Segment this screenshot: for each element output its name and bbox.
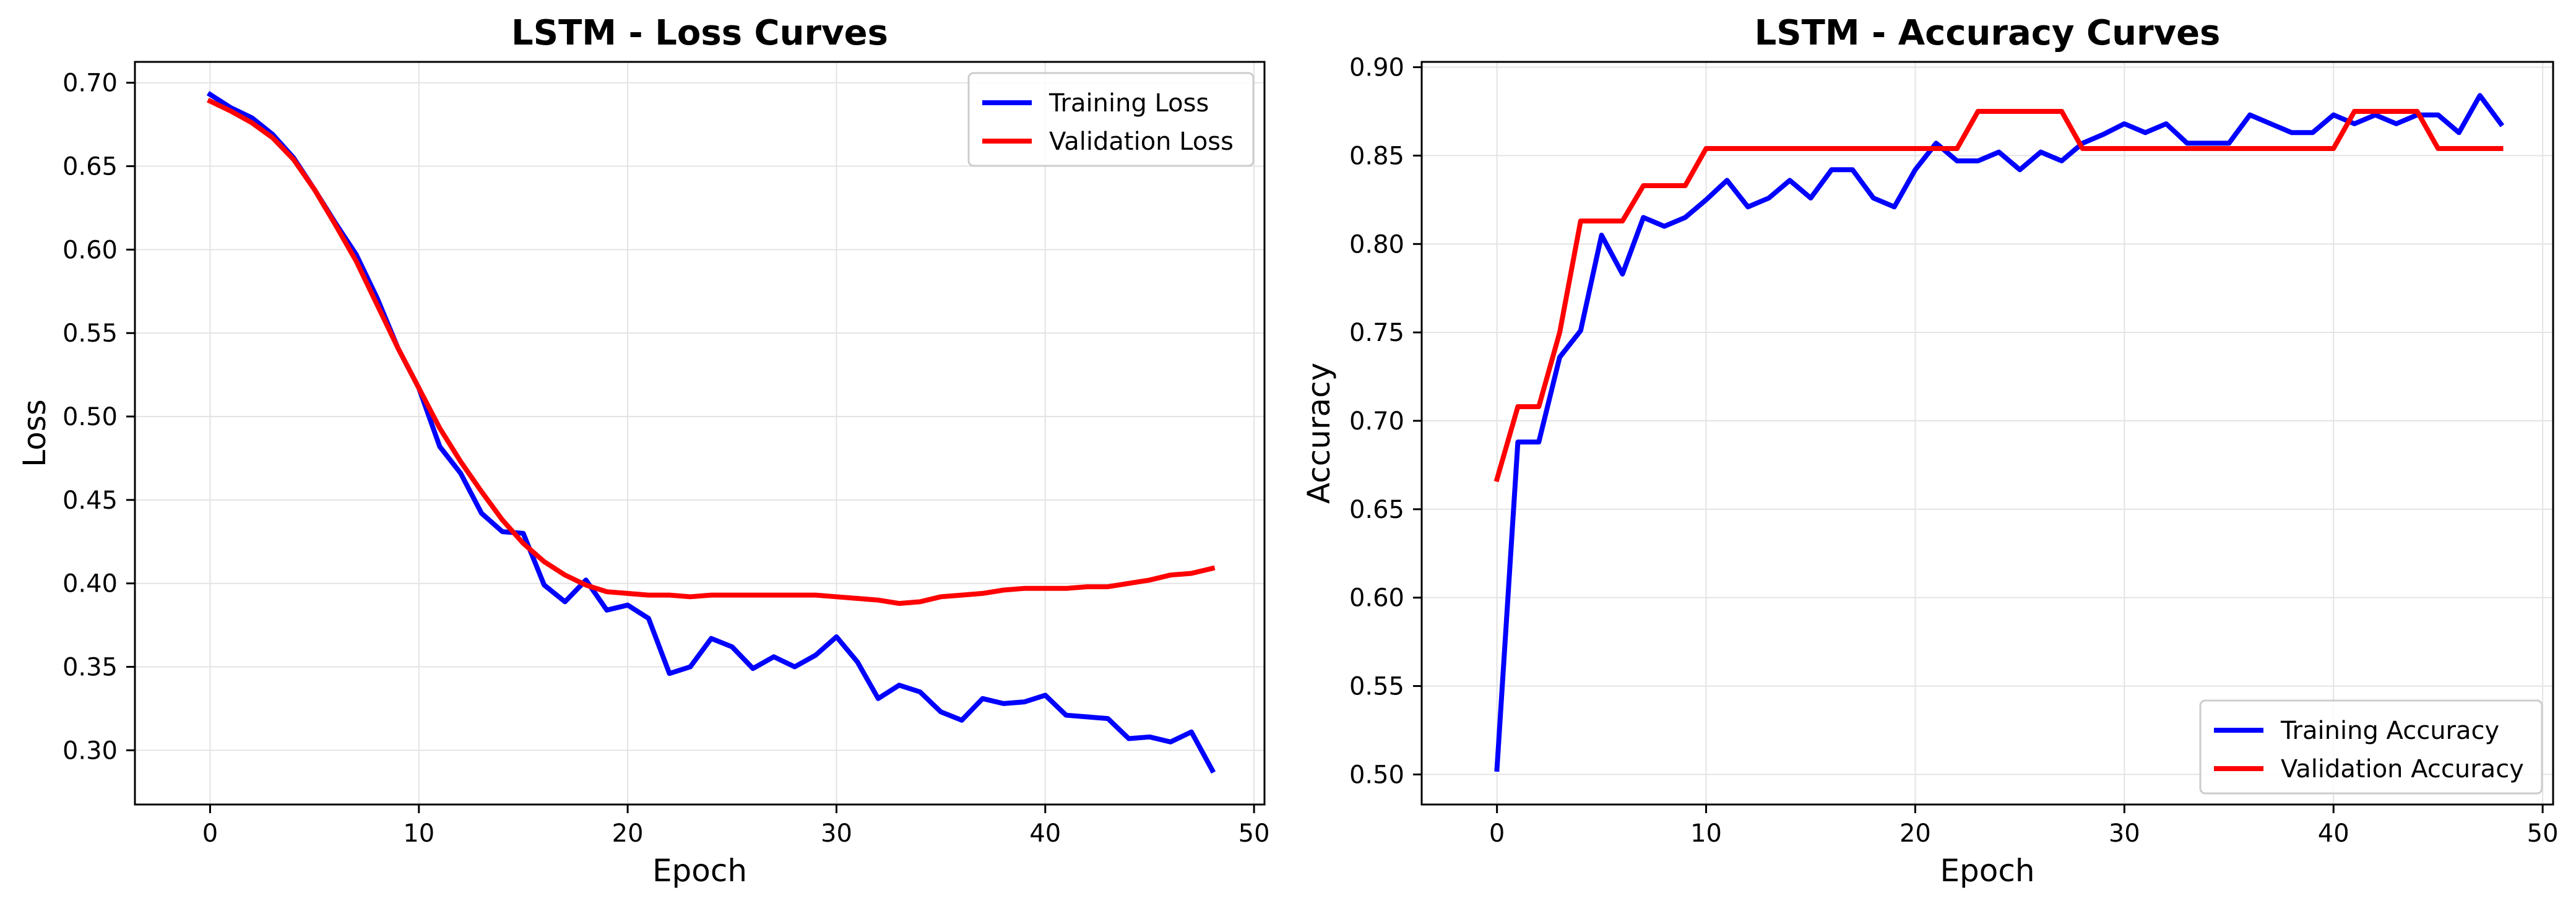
accuracy-legend-label-training-accuracy: Training Accuracy bbox=[2280, 717, 2499, 745]
accuracy-x-axis-label: Epoch bbox=[1940, 853, 2034, 889]
accuracy-training-accuracy-line bbox=[1494, 93, 2505, 772]
accuracy-legend-box bbox=[2199, 699, 2543, 795]
accuracy-x-tick-label: 0 bbox=[1489, 819, 1505, 848]
accuracy-plot-frame bbox=[1420, 61, 2554, 806]
loss-chart-panel: 0 10 20 30 40 50 0.30 0.35 0.40 0.45 0.50 0.55 0.60 0… bbox=[17, 13, 1270, 889]
accuracy-x-tick-label: 50 bbox=[2527, 819, 2559, 848]
loss-legend-label-validation-loss: Validation Loss bbox=[1049, 127, 1234, 156]
accuracy-y-tick-label: 0.85 bbox=[1349, 142, 1404, 170]
loss-validation-loss-line bbox=[207, 98, 1216, 606]
loss-x-tick-label: 30 bbox=[821, 819, 852, 848]
accuracy-y-tick-label: 0.65 bbox=[1349, 496, 1404, 524]
loss-x-tick-label: 50 bbox=[1238, 819, 1270, 848]
loss-chart-title: LSTM - Loss Curves bbox=[511, 13, 888, 53]
accuracy-y-tick-label: 0.75 bbox=[1349, 319, 1404, 347]
accuracy-y-tick-label: 0.80 bbox=[1349, 230, 1404, 259]
loss-training-loss-line bbox=[206, 91, 1216, 774]
loss-x-tick-label: 20 bbox=[612, 819, 644, 848]
loss-x-tick-label: 0 bbox=[202, 819, 218, 848]
accuracy-y-tick-label: 0.70 bbox=[1349, 407, 1404, 436]
loss-legend: Training Loss Validation Loss bbox=[967, 72, 1255, 167]
loss-y-tick-label: 0.30 bbox=[63, 736, 118, 765]
accuracy-x-tick-label: 40 bbox=[2318, 819, 2349, 848]
loss-y-tick-label: 0.55 bbox=[63, 319, 118, 348]
accuracy-chart-title: LSTM - Accuracy Curves bbox=[1755, 13, 2221, 53]
loss-legend-label-training-loss: Training Loss bbox=[1048, 89, 1209, 118]
loss-x-tick-label: 40 bbox=[1029, 819, 1061, 848]
accuracy-legend-label-validation-accuracy: Validation Accuracy bbox=[2281, 755, 2524, 783]
accuracy-chart-panel: 0 10 20 30 40 50 0.50 0.55 0.60 0.65 0.70 0.75 0.80 0… bbox=[1301, 13, 2559, 889]
accuracy-y-tick-label: 0.55 bbox=[1349, 673, 1404, 701]
loss-y-tick-label: 0.45 bbox=[63, 486, 118, 515]
accuracy-legend: Training Accuracy Validation Accuracy bbox=[2199, 699, 2543, 795]
loss-y-tick-label: 0.40 bbox=[63, 570, 118, 598]
accuracy-y-tick-label: 0.90 bbox=[1349, 54, 1404, 82]
loss-plot-frame bbox=[134, 61, 1266, 806]
loss-y-tick-label: 0.35 bbox=[63, 654, 118, 682]
loss-y-tick-label: 0.60 bbox=[63, 236, 118, 264]
loss-x-axis-label: Epoch bbox=[652, 853, 747, 889]
accuracy-x-tick-label: 10 bbox=[1690, 819, 1722, 848]
accuracy-validation-accuracy-line bbox=[1493, 109, 2504, 483]
accuracy-x-tick-label: 30 bbox=[2109, 819, 2140, 848]
accuracy-x-tick-label: 20 bbox=[1900, 819, 1931, 848]
loss-y-tick-label: 0.50 bbox=[63, 403, 118, 431]
loss-y-tick-label: 0.70 bbox=[63, 69, 118, 98]
loss-y-axis-label: Loss bbox=[17, 399, 53, 467]
accuracy-y-tick-label: 0.60 bbox=[1349, 584, 1404, 613]
loss-x-tick-label: 10 bbox=[403, 819, 434, 848]
loss-legend-box bbox=[967, 72, 1255, 167]
loss-y-tick-label: 0.65 bbox=[63, 153, 118, 181]
accuracy-y-tick-label: 0.50 bbox=[1349, 761, 1404, 789]
accuracy-y-axis-label: Accuracy bbox=[1301, 363, 1337, 504]
